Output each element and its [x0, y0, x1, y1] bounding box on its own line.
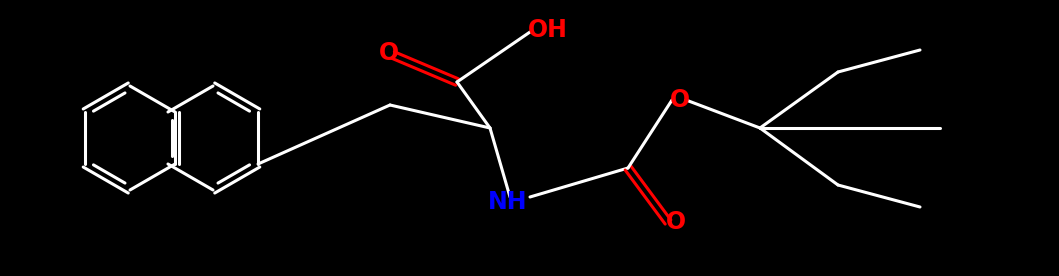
Text: OH: OH [528, 18, 568, 42]
Text: O: O [379, 41, 399, 65]
Text: O: O [670, 88, 690, 112]
Text: NH: NH [488, 190, 527, 214]
Text: O: O [666, 210, 686, 234]
